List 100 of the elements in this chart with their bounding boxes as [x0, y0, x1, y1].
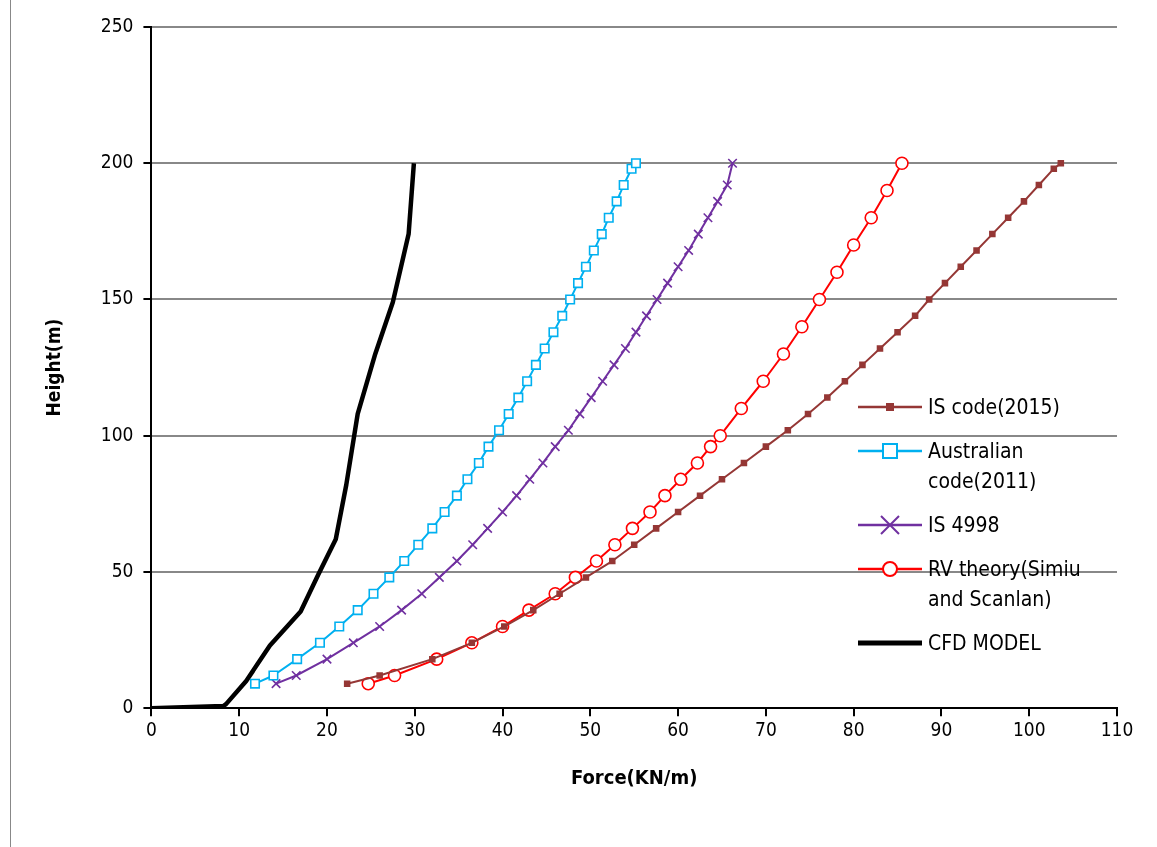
point [396, 605, 407, 616]
point [574, 408, 585, 419]
point [630, 327, 642, 338]
point [727, 158, 738, 169]
point [756, 374, 771, 389]
point [473, 457, 484, 469]
legend-label: CFD MODEL [928, 630, 1041, 657]
point [321, 654, 333, 665]
point [451, 490, 462, 501]
point [429, 655, 436, 663]
point [876, 345, 884, 352]
point [548, 327, 559, 338]
point [784, 427, 792, 434]
point [859, 361, 866, 369]
point [271, 678, 282, 689]
point [957, 263, 965, 271]
point [374, 621, 385, 632]
point [503, 408, 514, 419]
point [712, 196, 723, 207]
point [482, 523, 493, 534]
point [1020, 198, 1028, 205]
point [690, 456, 705, 470]
point [427, 523, 438, 534]
point [696, 492, 704, 499]
legend-label: RV theory(Simiu and Scanlan) [928, 556, 1082, 613]
x-tick-label: 0 [145, 717, 157, 740]
x-tick-label: 110 [1100, 717, 1134, 740]
point [522, 376, 533, 387]
point [1004, 214, 1012, 222]
point [618, 180, 629, 191]
point [416, 588, 427, 599]
point [824, 394, 831, 401]
point [804, 410, 812, 418]
point [563, 425, 574, 436]
y-tick-label: 250 [100, 13, 134, 36]
point [603, 212, 614, 223]
point [513, 392, 524, 403]
point [740, 459, 748, 467]
point [565, 294, 576, 305]
point [524, 474, 535, 485]
point [291, 670, 302, 681]
point [673, 261, 684, 272]
x-tick-label: 30 [403, 717, 426, 740]
point [611, 196, 622, 207]
point [683, 245, 694, 256]
point [439, 506, 450, 518]
point [1050, 165, 1058, 172]
point [830, 265, 844, 280]
y-tick-label: 200 [100, 150, 134, 173]
point [762, 443, 770, 450]
x-axis-title: Force(KN/m) [571, 765, 698, 790]
point [925, 296, 933, 303]
point [334, 621, 345, 632]
point [462, 474, 473, 485]
point [643, 505, 657, 519]
point [539, 343, 550, 354]
point [662, 278, 673, 289]
point [722, 180, 733, 191]
point [352, 605, 363, 616]
point [556, 590, 563, 598]
point [399, 556, 410, 567]
point [608, 359, 620, 370]
point [483, 441, 494, 452]
point [693, 229, 704, 240]
y-tick-label: 100 [100, 422, 134, 445]
point [776, 347, 791, 361]
point [1057, 159, 1065, 167]
x-tick-label: 20 [316, 717, 338, 740]
point [249, 678, 261, 689]
point [376, 672, 383, 679]
point [608, 557, 616, 565]
x-tick-label: 60 [667, 717, 689, 740]
y-tick-label: 150 [100, 286, 134, 309]
x-tick-label: 90 [930, 717, 953, 740]
point [292, 654, 303, 665]
point [734, 401, 749, 416]
x-tick-label: 40 [491, 717, 514, 740]
x-tick-label: 100 [1012, 717, 1046, 740]
x-tick-label: 10 [228, 717, 251, 740]
point [673, 472, 688, 487]
point [529, 606, 537, 614]
point [625, 521, 640, 536]
point [268, 670, 279, 681]
point [674, 508, 682, 516]
legend-label: Australian code(2011) [928, 438, 1038, 495]
x-tick-label: 50 [579, 717, 602, 740]
point [795, 319, 809, 334]
point [846, 238, 861, 252]
point [703, 439, 718, 454]
point [589, 554, 604, 568]
point [630, 158, 642, 169]
x-tick-label: 70 [755, 717, 777, 740]
legend-label: IS 4998 [928, 512, 1000, 539]
point [597, 376, 608, 387]
point [413, 539, 424, 550]
point [880, 183, 894, 198]
point [343, 680, 351, 687]
point [989, 230, 996, 238]
point [630, 541, 638, 548]
point [580, 261, 591, 272]
